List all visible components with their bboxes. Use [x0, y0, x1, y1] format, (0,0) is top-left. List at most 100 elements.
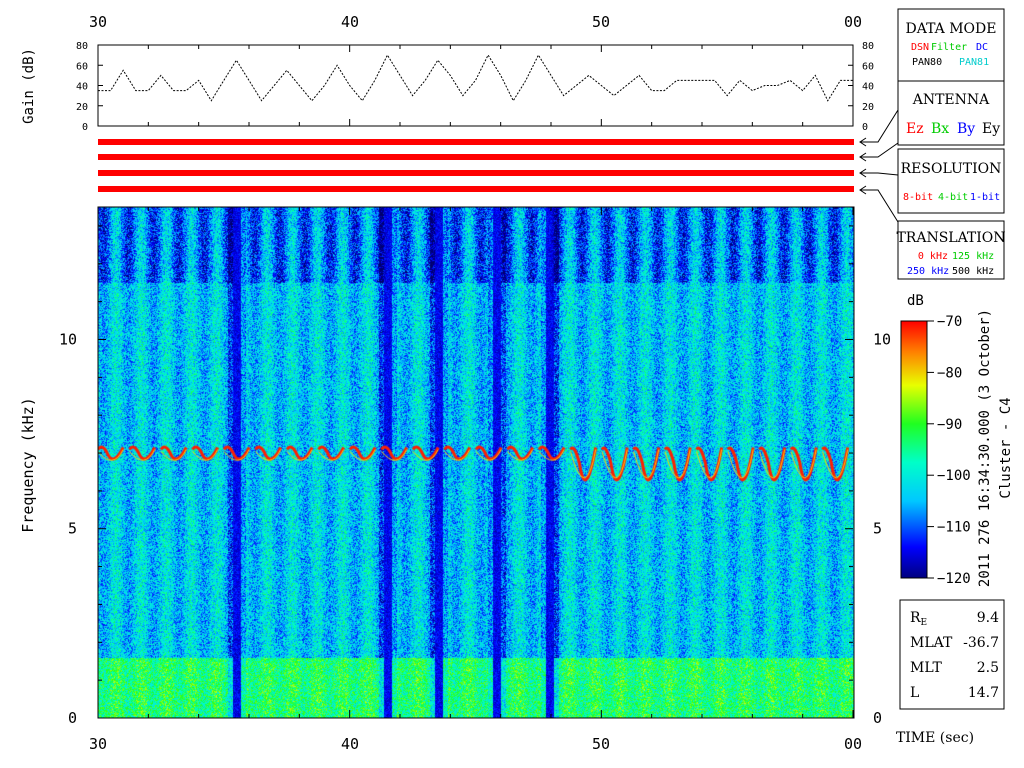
- antenna-box: ANTENNA Ez Bx By Ey: [897, 80, 1005, 146]
- connector-line: [860, 109, 899, 143]
- mode-indicator-bar: [98, 170, 854, 176]
- data-mode-item: PAN81: [959, 57, 989, 68]
- connector-arrow: [859, 185, 867, 195]
- top-tick-label: 40: [341, 13, 359, 31]
- resolution-box: RESOLUTION 8-bit 4-bit 1-bit: [897, 148, 1005, 214]
- ephemeris-value: 2.5: [977, 660, 999, 676]
- mode-indicator-bar: [98, 186, 854, 192]
- gain-tick-label: 80: [76, 41, 88, 52]
- colorbar-tick-label: −110: [937, 520, 971, 536]
- ephemeris-name: L: [910, 685, 919, 701]
- bottom-time-axis: 30 40 50 00 TIME (sec): [89, 730, 974, 753]
- gain-tick-label: 40: [862, 82, 874, 93]
- spectrogram-ticks: 0 0 5 5 10 10: [59, 207, 891, 727]
- data-mode-item: DSN: [911, 42, 929, 53]
- colorbar-label: dB: [907, 293, 924, 309]
- data-mode-item: Filter: [931, 42, 967, 53]
- translation-item: 250 kHz: [907, 266, 949, 277]
- ephemeris-value: -36.7: [963, 635, 999, 651]
- top-tick-label: 00: [844, 13, 862, 31]
- freq-tick-label: 0: [873, 709, 882, 727]
- gain-tick-label: 60: [76, 61, 88, 72]
- top-tick-label: 30: [89, 13, 107, 31]
- gain-tick-label: 20: [76, 102, 88, 113]
- freq-tick-label: 0: [68, 709, 77, 727]
- gain-panel: 0 0 20 20 40 40 60 60 80 80 Gain (dB): [21, 41, 874, 133]
- resolution-item: 8-bit: [903, 192, 933, 203]
- bottom-tick-label: 50: [592, 735, 610, 753]
- antenna-frame: [897, 80, 1005, 146]
- colorbar-tick-label: −80: [937, 365, 962, 381]
- bottom-tick-label: 40: [341, 735, 359, 753]
- ephemeris-subscript: E: [921, 618, 928, 628]
- translation-item: 0 kHz: [918, 251, 948, 262]
- spectrogram-panel: 0 0 5 5 10 10 Frequency (kHz): [19, 206, 891, 727]
- resolution-title: RESOLUTION: [901, 161, 1002, 177]
- indicator-bars: [98, 139, 854, 192]
- top-time-axis: 30 40 50 00: [89, 13, 862, 31]
- figure-date-title: 2011 276 16:34:30.000 (3 October): [977, 309, 993, 587]
- colorbar-tick-label: −90: [937, 417, 962, 433]
- connector-arrow: [859, 137, 867, 147]
- data-mode-item: PAN80: [912, 57, 942, 68]
- freq-tick-label: 5: [873, 520, 882, 538]
- mode-indicator-bar: [98, 139, 854, 145]
- gain-ticks: 0 0 20 20 40 40 60 60 80 80: [76, 41, 874, 133]
- gain-axis-label: Gain (dB): [21, 48, 37, 124]
- ephemeris-value: 9.4: [977, 610, 999, 626]
- gain-tick-label: 20: [862, 102, 874, 113]
- ephemeris-name: MLAT: [910, 635, 953, 651]
- antenna-item: By: [957, 121, 975, 137]
- resolution-frame: [897, 148, 1005, 214]
- freq-tick-label: 10: [59, 330, 77, 348]
- gain-tick-label: 60: [862, 61, 874, 72]
- translation-item: 125 kHz: [952, 251, 994, 262]
- connector-line: [860, 172, 899, 176]
- translation-item: 500 kHz: [952, 266, 994, 277]
- time-axis-label: TIME (sec): [896, 730, 974, 746]
- gain-tick-label: 40: [76, 82, 88, 93]
- spectrogram-image: [98, 207, 854, 718]
- gain-tick-label: 0: [82, 122, 88, 133]
- mode-indicator-bar: [98, 154, 854, 160]
- freq-tick-label: 10: [873, 330, 891, 348]
- connector-line: [860, 189, 899, 223]
- antenna-item: Bx: [931, 121, 949, 137]
- freq-tick-label: 5: [68, 520, 77, 538]
- translation-title: TRANSLATION: [896, 230, 1005, 246]
- connector-arrow: [859, 168, 867, 178]
- colorbar: dB −70 −80 −90 −100 −110 −120: [900, 293, 971, 587]
- connector-arrow: [859, 152, 867, 162]
- data-mode-box: DATA MODE DSN Filter DC PAN80 PAN81: [897, 8, 1005, 82]
- translation-frame: [897, 220, 1005, 280]
- ephemeris-frame: [899, 599, 1005, 710]
- bottom-tick-label: 30: [89, 735, 107, 753]
- connector-line: [860, 142, 899, 158]
- box-connectors: [859, 109, 899, 223]
- colorbar-tick-label: −70: [937, 314, 962, 330]
- colorbar-gradient: [900, 320, 928, 579]
- gain-series-line: [98, 54, 853, 102]
- gain-tick-label: 80: [862, 41, 874, 52]
- spacecraft-label: Cluster - C4: [998, 397, 1014, 498]
- gain-panel-frame: [97, 44, 854, 127]
- data-mode-item: DC: [976, 42, 988, 53]
- colorbar-ticks: −70 −80 −90 −100 −110 −120: [927, 314, 971, 587]
- antenna-item: Ez: [906, 121, 924, 137]
- frequency-axis-label: Frequency (kHz): [19, 397, 37, 532]
- top-tick-label: 50: [592, 13, 610, 31]
- antenna-title: ANTENNA: [912, 92, 990, 108]
- ephemeris-name: MLT: [910, 660, 942, 676]
- data-mode-title: DATA MODE: [906, 21, 997, 37]
- translation-box: TRANSLATION 0 kHz 125 kHz 250 kHz 500 kH…: [896, 220, 1006, 280]
- colorbar-tick-label: −100: [937, 468, 971, 484]
- resolution-item: 4-bit: [938, 192, 968, 203]
- ephemeris-value: 14.7: [968, 685, 999, 701]
- resolution-item: 1-bit: [970, 192, 1000, 203]
- gain-tick-label: 0: [862, 122, 868, 133]
- data-mode-frame: [897, 8, 1005, 82]
- antenna-item: Ey: [982, 121, 1000, 137]
